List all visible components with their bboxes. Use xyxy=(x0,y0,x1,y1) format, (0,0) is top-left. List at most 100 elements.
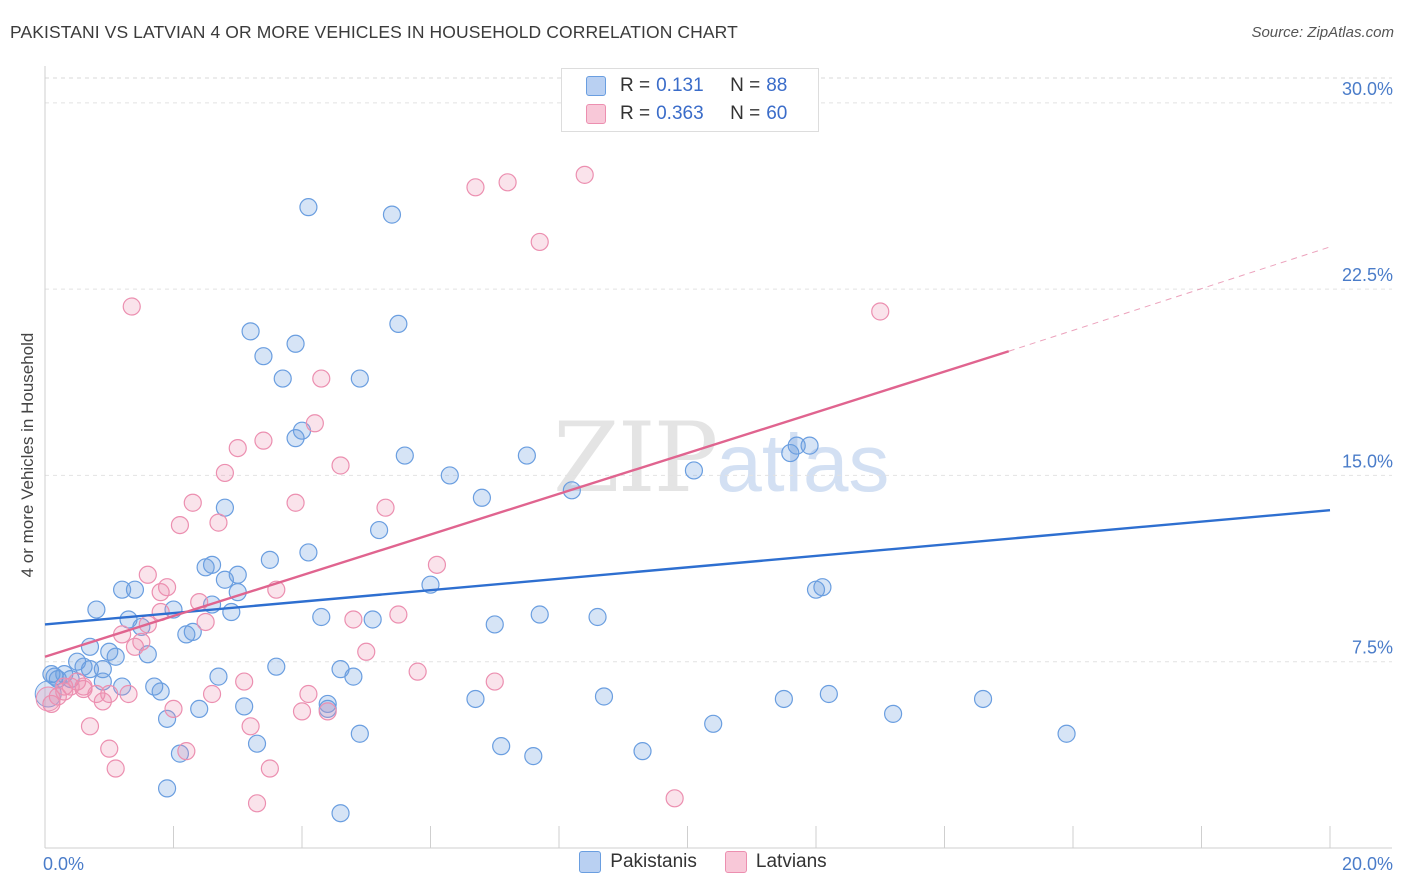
point-latvians xyxy=(138,565,157,584)
point-latvians xyxy=(93,692,112,711)
point-latvians xyxy=(202,684,222,704)
point-latvians xyxy=(292,702,312,721)
point-pakistanis xyxy=(633,742,652,761)
legend-r-label: R = xyxy=(620,103,651,124)
point-latvians xyxy=(119,684,138,704)
point-pakistanis xyxy=(774,689,793,709)
watermark: ZIPatlas xyxy=(553,402,889,514)
point-pakistanis xyxy=(222,602,241,622)
point-pakistanis xyxy=(254,347,273,366)
point-pakistanis xyxy=(1057,724,1076,743)
legend-swatch-pakistanis xyxy=(586,76,606,96)
point-pakistanis xyxy=(363,610,382,629)
point-pakistanis xyxy=(389,314,408,334)
point-pakistanis xyxy=(819,684,838,704)
legend-n-label: N = xyxy=(730,103,761,124)
point-latvians xyxy=(157,578,177,597)
point-pakistanis xyxy=(286,334,305,353)
point-pakistanis xyxy=(530,605,549,624)
point-latvians xyxy=(215,463,234,483)
point-latvians xyxy=(260,759,279,778)
point-pakistanis xyxy=(517,446,536,465)
point-pakistanis xyxy=(87,600,106,619)
point-pakistanis xyxy=(370,520,389,540)
legend-row-latvians: R = 0.363 N = 60 xyxy=(586,101,787,127)
point-pakistanis xyxy=(588,607,607,627)
point-pakistanis xyxy=(395,446,414,465)
point-pakistanis xyxy=(787,436,806,455)
latvians-points xyxy=(35,165,890,813)
point-pakistanis xyxy=(344,667,363,686)
legend-r-value-pakistanis: 0.131 xyxy=(656,75,704,96)
point-latvians xyxy=(100,739,119,758)
point-latvians xyxy=(408,662,427,681)
y-tick-labels: 7.5% 15.0% 22.5% 30.0% xyxy=(1342,79,1393,658)
y-tick-label: 7.5% xyxy=(1352,638,1393,658)
point-latvians xyxy=(35,686,61,712)
point-pakistanis xyxy=(151,682,170,701)
point-pakistanis xyxy=(80,637,100,656)
point-latvians xyxy=(312,369,331,388)
legend-swatch-latvians xyxy=(586,104,606,124)
trend-line-pakistanis xyxy=(44,508,1331,626)
bottom-legend-label-pakistanis: Pakistanis xyxy=(610,851,697,872)
point-pakistanis xyxy=(241,322,260,341)
point-pakistanis xyxy=(93,660,112,679)
point-pakistanis xyxy=(594,687,614,706)
bottom-legend-swatch-latvians xyxy=(724,851,747,873)
point-pakistanis xyxy=(350,369,369,388)
point-latvians xyxy=(344,610,363,629)
point-pakistanis xyxy=(260,550,279,569)
point-latvians xyxy=(122,297,141,316)
point-pakistanis xyxy=(80,660,100,679)
point-latvians xyxy=(209,513,228,532)
point-pakistanis xyxy=(331,804,350,823)
trend-line-latvians-extrapolated xyxy=(1008,246,1331,352)
point-latvians xyxy=(170,515,190,535)
x-tick-label-max: 20.0% xyxy=(1342,854,1393,874)
bottom-legend: Pakistanis Latvians xyxy=(0,851,1406,873)
point-latvians xyxy=(183,493,202,512)
bottom-legend-latvians: Latvians xyxy=(724,851,827,873)
legend-r-value-latvians: 0.363 xyxy=(656,103,704,124)
legend-n-value-latvians: 60 xyxy=(766,103,788,124)
point-pakistanis xyxy=(781,443,800,463)
point-latvians xyxy=(228,438,247,458)
point-pakistanis xyxy=(440,466,459,485)
bottom-legend-label-latvians: Latvians xyxy=(755,851,827,872)
point-latvians xyxy=(106,759,125,778)
point-pakistanis xyxy=(157,779,177,798)
point-pakistanis xyxy=(492,737,511,756)
point-pakistanis xyxy=(106,647,125,666)
legend-r-label: R = xyxy=(620,75,651,96)
point-latvians xyxy=(74,679,93,699)
point-pakistanis xyxy=(112,580,132,599)
point-pakistanis xyxy=(813,578,832,597)
point-pakistanis xyxy=(524,746,543,766)
chart-title: PAKISTANI VS LATVIAN 4 OR MORE VEHICLES … xyxy=(10,22,738,42)
point-latvians xyxy=(331,456,350,475)
legend-n-value-pakistanis: 88 xyxy=(766,75,788,96)
watermark-atlas: atlas xyxy=(716,418,890,509)
point-pakistanis xyxy=(190,699,209,719)
point-latvians xyxy=(357,642,376,661)
point-latvians xyxy=(132,632,151,651)
point-latvians xyxy=(530,232,549,252)
point-pakistanis xyxy=(157,709,177,728)
y-tick-label: 15.0% xyxy=(1342,451,1393,471)
point-pakistanis xyxy=(286,429,305,448)
point-pakistanis xyxy=(382,205,402,224)
point-latvians xyxy=(318,702,337,721)
x-tick-label-min: 0.0% xyxy=(43,854,84,874)
point-pakistanis xyxy=(704,714,723,733)
x-ticks xyxy=(44,826,1331,848)
point-latvians xyxy=(427,555,447,574)
point-latvians xyxy=(376,498,395,517)
point-latvians xyxy=(871,302,890,321)
point-latvians xyxy=(80,717,100,736)
point-pakistanis xyxy=(684,461,704,480)
point-pakistanis xyxy=(472,488,491,507)
point-pakistanis xyxy=(485,615,504,634)
point-latvians xyxy=(485,672,504,691)
point-latvians xyxy=(466,178,485,197)
